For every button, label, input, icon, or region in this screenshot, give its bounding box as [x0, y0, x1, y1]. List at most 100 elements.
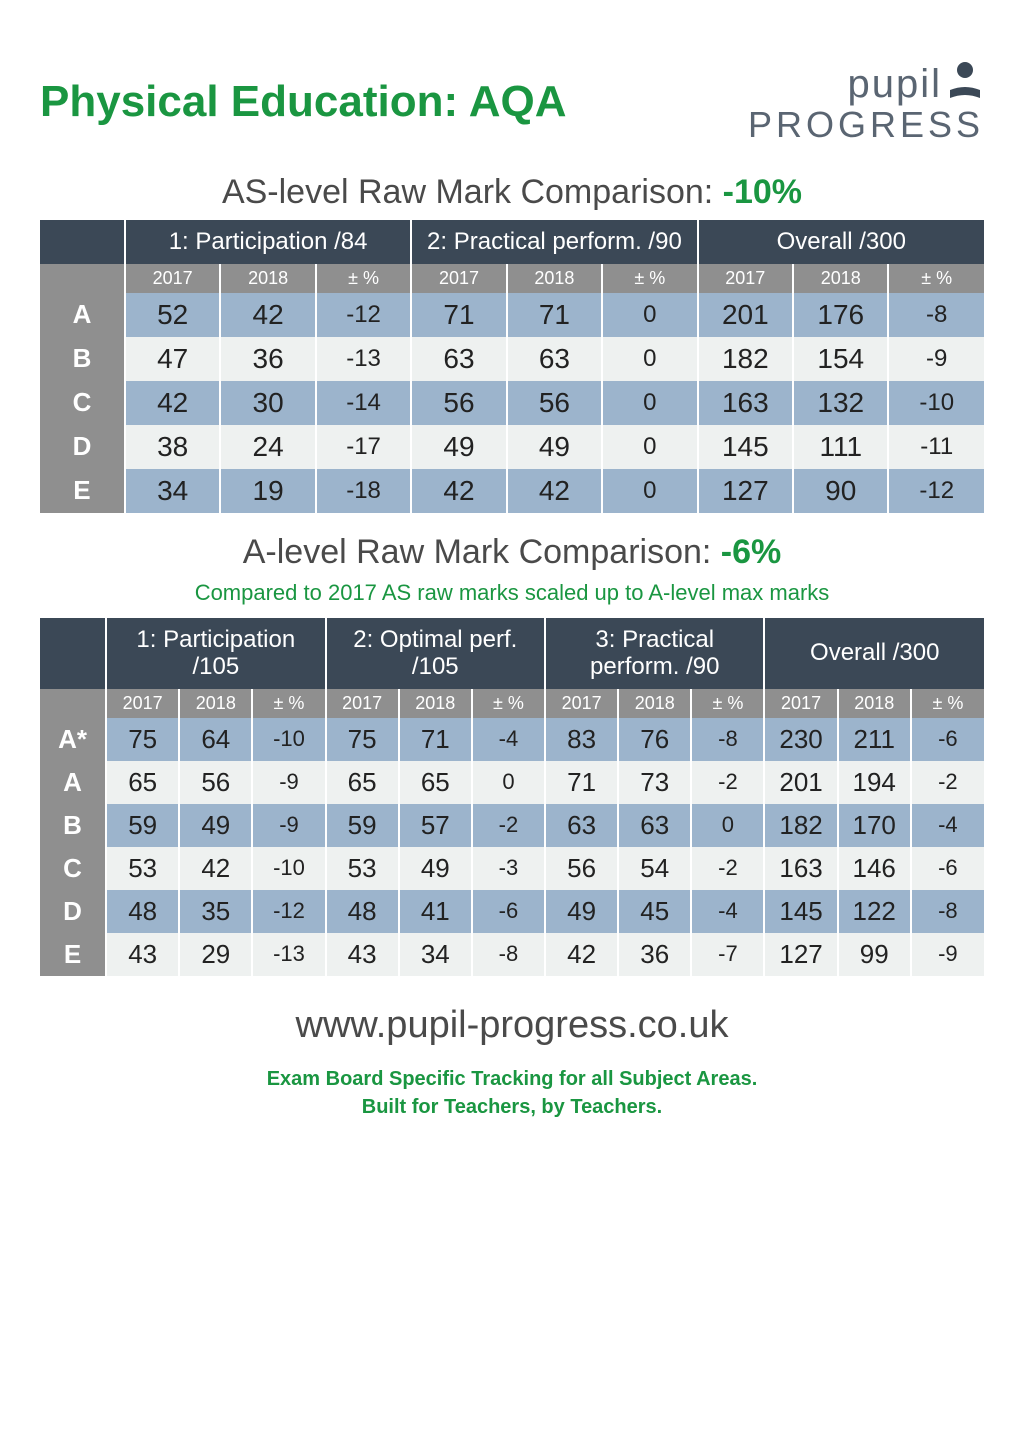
- value-cell: 48: [326, 890, 399, 933]
- value-cell: 42: [179, 847, 252, 890]
- al-table: 1: Participation /1052: Optimal perf. /1…: [40, 618, 984, 976]
- sub-column-header: ± %: [888, 264, 984, 293]
- grade-cell: B: [40, 337, 125, 381]
- as-title-prefix: AS-level Raw Mark Comparison:: [222, 173, 723, 211]
- value-cell: 36: [618, 933, 691, 976]
- footer-url: www.pupil-progress.co.uk: [40, 1004, 984, 1047]
- value-cell: 19: [220, 469, 315, 513]
- footer-tagline: Exam Board Specific Tracking for all Sub…: [40, 1065, 984, 1121]
- value-cell: 47: [125, 337, 220, 381]
- column-group-header: 1: Participation /105: [106, 618, 325, 689]
- table-row: C4230-1456560163132-10: [40, 381, 984, 425]
- value-cell: 75: [106, 718, 179, 761]
- table-row: B5949-95957-263630182170-4: [40, 804, 984, 847]
- sub-column-header: 2017: [764, 689, 837, 718]
- table-row: B4736-1363630182154-9: [40, 337, 984, 381]
- sub-column-header: 2017: [125, 264, 220, 293]
- delta-cell: -9: [911, 933, 984, 976]
- delta-cell: -9: [888, 337, 984, 381]
- sub-column-header: ± %: [602, 264, 697, 293]
- delta-cell: -9: [252, 804, 325, 847]
- value-cell: 56: [179, 761, 252, 804]
- value-cell: 122: [838, 890, 911, 933]
- value-cell: 145: [764, 890, 837, 933]
- value-cell: 38: [125, 425, 220, 469]
- value-cell: 111: [793, 425, 888, 469]
- grade-cell: D: [40, 890, 106, 933]
- value-cell: 75: [326, 718, 399, 761]
- value-cell: 127: [764, 933, 837, 976]
- sub-column-header: 2018: [793, 264, 888, 293]
- value-cell: 42: [545, 933, 618, 976]
- value-cell: 48: [106, 890, 179, 933]
- value-cell: 63: [507, 337, 602, 381]
- value-cell: 34: [399, 933, 472, 976]
- sub-column-header: 2018: [399, 689, 472, 718]
- grade-cell: A: [40, 293, 125, 337]
- value-cell: 52: [125, 293, 220, 337]
- table-row: A5242-1271710201176-8: [40, 293, 984, 337]
- value-cell: 132: [793, 381, 888, 425]
- value-cell: 71: [507, 293, 602, 337]
- delta-cell: -11: [888, 425, 984, 469]
- delta-cell: 0: [602, 425, 697, 469]
- value-cell: 49: [399, 847, 472, 890]
- value-cell: 163: [698, 381, 793, 425]
- value-cell: 42: [411, 469, 506, 513]
- delta-cell: -2: [472, 804, 545, 847]
- table-row: E3419-184242012790-12: [40, 469, 984, 513]
- delta-cell: -6: [472, 890, 545, 933]
- value-cell: 73: [618, 761, 691, 804]
- al-table-body: A*7564-107571-48376-8230211-6A6556-96565…: [40, 718, 984, 976]
- value-cell: 24: [220, 425, 315, 469]
- delta-cell: -8: [472, 933, 545, 976]
- value-cell: 63: [545, 804, 618, 847]
- value-cell: 42: [125, 381, 220, 425]
- grade-cell: E: [40, 933, 106, 976]
- value-cell: 230: [764, 718, 837, 761]
- value-cell: 35: [179, 890, 252, 933]
- delta-cell: -2: [691, 761, 764, 804]
- footer-line1: Exam Board Specific Tracking for all Sub…: [267, 1068, 758, 1090]
- al-subtitle: Compared to 2017 AS raw marks scaled up …: [40, 580, 984, 606]
- value-cell: 176: [793, 293, 888, 337]
- value-cell: 34: [125, 469, 220, 513]
- grade-header-blank: [40, 264, 125, 293]
- value-cell: 59: [326, 804, 399, 847]
- grade-cell: B: [40, 804, 106, 847]
- grade-cell: D: [40, 425, 125, 469]
- column-group-header: 2: Practical perform. /90: [411, 220, 697, 264]
- delta-cell: -6: [911, 718, 984, 761]
- value-cell: 45: [618, 890, 691, 933]
- value-cell: 36: [220, 337, 315, 381]
- value-cell: 49: [411, 425, 506, 469]
- table-row: A6556-9656507173-2201194-2: [40, 761, 984, 804]
- sub-column-header: 2017: [326, 689, 399, 718]
- value-cell: 63: [411, 337, 506, 381]
- value-cell: 30: [220, 381, 315, 425]
- value-cell: 154: [793, 337, 888, 381]
- header: Physical Education: AQA pupil PROGRESS: [40, 60, 984, 143]
- delta-cell: -2: [691, 847, 764, 890]
- value-cell: 64: [179, 718, 252, 761]
- delta-cell: -18: [316, 469, 411, 513]
- value-cell: 201: [698, 293, 793, 337]
- delta-cell: -3: [472, 847, 545, 890]
- value-cell: 146: [838, 847, 911, 890]
- value-cell: 211: [838, 718, 911, 761]
- grade-cell: C: [40, 381, 125, 425]
- sub-column-header: ± %: [252, 689, 325, 718]
- al-title-prefix: A-level Raw Mark Comparison:: [243, 533, 721, 571]
- delta-cell: 0: [602, 469, 697, 513]
- value-cell: 76: [618, 718, 691, 761]
- value-cell: 53: [326, 847, 399, 890]
- delta-cell: -12: [316, 293, 411, 337]
- delta-cell: -4: [911, 804, 984, 847]
- value-cell: 127: [698, 469, 793, 513]
- sub-column-header: ± %: [472, 689, 545, 718]
- sub-column-header: 2017: [698, 264, 793, 293]
- delta-cell: -8: [888, 293, 984, 337]
- delta-cell: -9: [252, 761, 325, 804]
- value-cell: 71: [399, 718, 472, 761]
- as-table: 1: Participation /842: Practical perform…: [40, 220, 984, 513]
